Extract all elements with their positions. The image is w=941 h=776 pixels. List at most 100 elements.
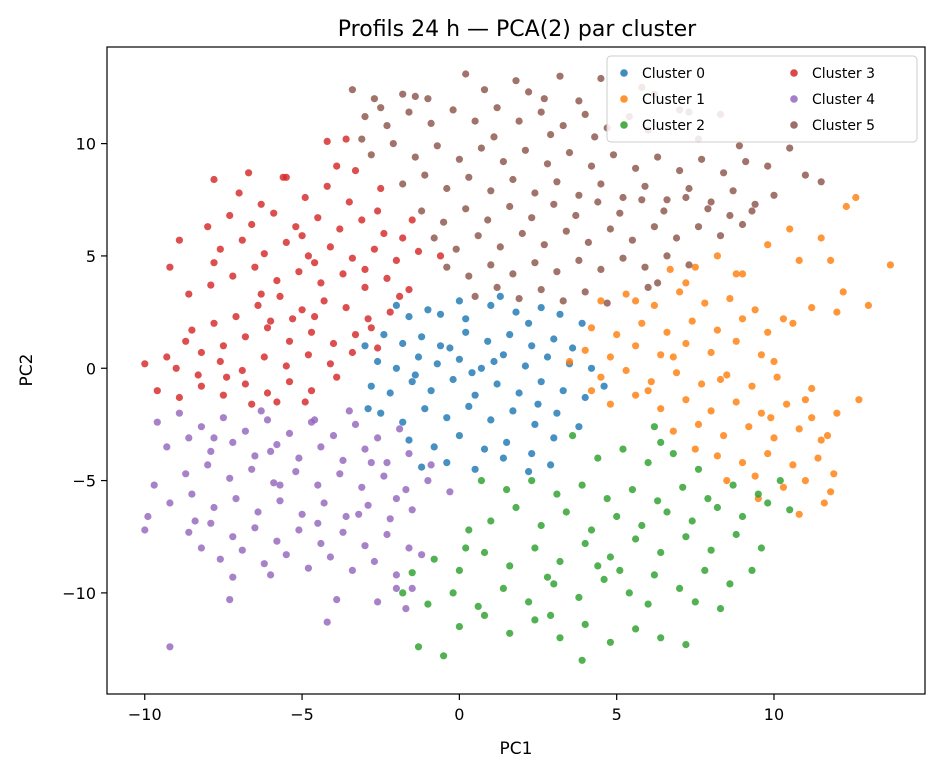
- data-point: [175, 236, 183, 244]
- data-point: [418, 551, 426, 559]
- data-point: [474, 602, 482, 611]
- data-point: [345, 198, 353, 206]
- data-point: [336, 225, 344, 233]
- data-point: [223, 373, 231, 381]
- data-point: [657, 351, 665, 359]
- data-point: [427, 119, 435, 127]
- data-point: [506, 331, 514, 339]
- data-point: [326, 243, 334, 251]
- data-point: [207, 447, 215, 455]
- data-point: [654, 279, 662, 287]
- data-point: [704, 495, 712, 503]
- data-point: [628, 486, 637, 494]
- data-point: [521, 146, 530, 154]
- data-point: [672, 234, 681, 242]
- data-point: [713, 503, 722, 512]
- data-point: [411, 92, 419, 100]
- data-point: [503, 438, 511, 446]
- data-point: [591, 133, 599, 141]
- data-point: [166, 263, 174, 271]
- data-point: [289, 315, 297, 323]
- data-point: [823, 432, 832, 440]
- data-point: [569, 344, 577, 352]
- data-point: [424, 477, 432, 485]
- data-point: [685, 184, 693, 193]
- data-point: [370, 245, 378, 253]
- legend-marker: [790, 69, 798, 77]
- data-point: [786, 506, 794, 514]
- data-point: [424, 306, 432, 314]
- legend-item: Cluster 0: [620, 66, 705, 82]
- data-point: [238, 366, 246, 375]
- data-point: [351, 420, 360, 428]
- data-point: [852, 193, 860, 202]
- data-point: [455, 155, 463, 163]
- data-point: [647, 378, 655, 386]
- data-point: [465, 272, 473, 280]
- data-point: [333, 162, 341, 170]
- data-point: [210, 434, 218, 442]
- x-axis-label: PC1: [500, 739, 533, 759]
- data-point: [295, 526, 303, 534]
- data-point: [455, 355, 463, 363]
- y-tick-label: −5: [72, 472, 96, 491]
- data-point: [471, 465, 479, 473]
- data-point: [578, 319, 586, 327]
- data-point: [241, 333, 249, 341]
- data-point: [326, 553, 334, 561]
- data-point: [581, 393, 589, 402]
- data-point: [795, 256, 803, 264]
- data-point: [229, 438, 237, 446]
- data-point: [311, 313, 319, 321]
- data-point: [386, 515, 394, 523]
- data-point: [628, 236, 637, 244]
- data-point: [682, 339, 690, 348]
- data-point: [320, 297, 328, 305]
- data-point: [358, 216, 366, 224]
- data-point: [342, 135, 350, 143]
- data-point: [260, 250, 268, 258]
- legend-label: Cluster 2: [642, 118, 705, 134]
- data-point: [351, 331, 360, 339]
- data-point: [726, 211, 734, 220]
- data-point: [443, 459, 451, 467]
- data-point: [251, 263, 259, 271]
- data-point: [720, 169, 728, 177]
- data-point: [499, 584, 507, 593]
- data-point: [575, 191, 583, 199]
- data-point: [380, 472, 388, 480]
- data-point: [317, 539, 325, 548]
- data-point: [257, 200, 265, 208]
- x-tick-label: −5: [290, 705, 314, 724]
- data-point: [632, 391, 640, 399]
- data-point: [801, 396, 810, 404]
- data-point: [374, 207, 382, 215]
- series-3: [141, 135, 445, 408]
- data-point: [531, 420, 539, 428]
- data-point: [446, 344, 454, 352]
- data-point: [528, 477, 536, 485]
- legend-item: Cluster 5: [790, 118, 875, 134]
- data-point: [323, 182, 331, 190]
- data-point: [433, 142, 441, 150]
- legend-label: Cluster 1: [642, 92, 705, 108]
- data-point: [197, 348, 205, 357]
- data-point: [320, 499, 328, 507]
- data-point: [827, 488, 835, 496]
- data-point: [575, 423, 583, 431]
- data-point: [597, 265, 605, 273]
- data-point: [565, 357, 574, 366]
- data-point: [594, 562, 602, 570]
- data-point: [738, 270, 747, 278]
- data-point: [175, 409, 183, 417]
- data-point: [260, 560, 268, 568]
- data-point: [732, 398, 740, 406]
- data-point: [399, 90, 407, 98]
- data-point: [855, 396, 863, 404]
- data-point: [578, 481, 586, 489]
- data-point: [650, 571, 659, 579]
- data-point: [657, 548, 665, 557]
- data-point: [764, 162, 772, 170]
- data-point: [556, 557, 564, 566]
- data-point: [399, 589, 407, 597]
